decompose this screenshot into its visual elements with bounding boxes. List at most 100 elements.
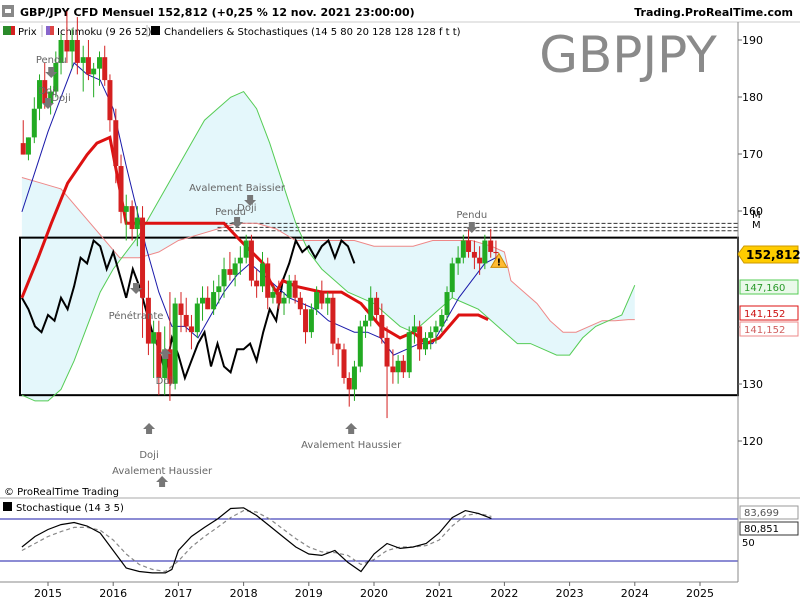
legend-label-prix: Prix bbox=[18, 27, 37, 38]
candle bbox=[102, 45, 108, 86]
candle-body bbox=[292, 280, 298, 298]
candle-body bbox=[444, 292, 450, 315]
candle-body bbox=[107, 80, 113, 121]
candle bbox=[423, 332, 429, 356]
stochastic-panel bbox=[0, 507, 738, 574]
candle-body bbox=[205, 297, 211, 310]
pattern-label: Pénétrante bbox=[109, 310, 164, 322]
candle bbox=[308, 303, 314, 338]
header-menu-icon[interactable] bbox=[2, 5, 14, 17]
candle-body bbox=[85, 57, 91, 75]
time-tick-label: 2020 bbox=[360, 587, 388, 600]
legend-label-chandeliers: Chandeliers & Stochastiques (14 5 80 20 … bbox=[164, 27, 461, 38]
svg-text:152,812: 152,812 bbox=[746, 248, 800, 262]
pattern-label: Pendu bbox=[456, 210, 487, 221]
pattern-annotation: Doji bbox=[237, 203, 256, 214]
stoch-d-line bbox=[21, 509, 492, 573]
candle-body bbox=[80, 57, 86, 63]
candle bbox=[444, 286, 450, 321]
candle bbox=[346, 372, 352, 407]
copyright: © ProRealTime Trading bbox=[4, 487, 119, 498]
candle bbox=[194, 297, 200, 338]
candle bbox=[151, 320, 157, 378]
candle-body bbox=[330, 297, 336, 344]
candle bbox=[449, 257, 455, 298]
legend-item-prix[interactable]: Prix bbox=[3, 26, 37, 38]
pattern-annotation: Pendu bbox=[215, 207, 246, 228]
warning-icon: ! bbox=[490, 252, 508, 268]
candle-body bbox=[400, 360, 406, 373]
candle bbox=[466, 229, 472, 258]
candle bbox=[243, 234, 249, 264]
span-b-line bbox=[21, 177, 635, 333]
candle bbox=[134, 206, 140, 247]
candle-body bbox=[417, 326, 423, 350]
candle bbox=[351, 360, 357, 401]
candle-body bbox=[390, 366, 396, 373]
price-tick: 170 bbox=[742, 148, 763, 161]
arrow-down-icon bbox=[130, 283, 143, 294]
arrow-down-icon bbox=[42, 98, 54, 109]
candle-body bbox=[346, 377, 352, 390]
candle-body bbox=[167, 349, 173, 384]
candle-body bbox=[341, 349, 347, 378]
candle bbox=[319, 280, 325, 310]
candle bbox=[227, 251, 233, 281]
candle-body bbox=[25, 137, 31, 155]
arrow-down-icon bbox=[465, 222, 478, 233]
candle-body bbox=[118, 166, 124, 212]
candle bbox=[265, 257, 271, 310]
candle bbox=[37, 74, 43, 121]
candle-body bbox=[351, 366, 357, 390]
warning-mark: ! bbox=[497, 257, 502, 268]
candle-body bbox=[466, 240, 472, 252]
candle bbox=[221, 257, 227, 298]
candle-body bbox=[216, 286, 222, 293]
legend-item-ichimoku[interactable]: Ichimoku (9 26 52) bbox=[46, 26, 151, 38]
candle bbox=[281, 292, 287, 315]
candle-body bbox=[129, 206, 135, 230]
legend-item-chandeliers[interactable]: Chandeliers & Stochastiques (14 5 80 20 … bbox=[151, 26, 461, 38]
current-price-badge: 152,812 bbox=[737, 245, 800, 264]
candle bbox=[460, 234, 466, 264]
candle bbox=[42, 62, 48, 109]
candle bbox=[248, 234, 254, 287]
candle-body bbox=[428, 332, 434, 338]
candle bbox=[129, 200, 135, 241]
time-tick-label: 2016 bbox=[99, 587, 127, 600]
price-tick: 120 bbox=[742, 435, 763, 448]
cloud-fill bbox=[21, 91, 635, 401]
candle-body bbox=[248, 240, 254, 281]
candle bbox=[368, 286, 374, 327]
candle-body bbox=[411, 326, 417, 333]
time-axis[interactable]: 2015 2016 2017 2018 2019 2020 2021 2022 2023 2024… bbox=[34, 582, 714, 600]
candle-body bbox=[254, 280, 260, 287]
arrow-down-icon bbox=[45, 67, 58, 78]
pattern-annotation: Pendu bbox=[36, 55, 67, 78]
candle bbox=[384, 326, 390, 419]
candle-body bbox=[134, 217, 140, 230]
candle bbox=[216, 274, 222, 304]
svg-text:141,152: 141,152 bbox=[744, 309, 785, 320]
stochastic-legend[interactable]: Stochastique (14 3 5) bbox=[3, 502, 124, 514]
indicator-lines bbox=[20, 62, 636, 402]
header-bar bbox=[0, 0, 800, 22]
price-axis[interactable]: 190 180 170 160 140 130 120 bbox=[738, 34, 763, 448]
candle bbox=[123, 194, 129, 241]
candle-body bbox=[194, 303, 200, 333]
candle bbox=[107, 74, 113, 132]
candle-body bbox=[58, 40, 64, 63]
candle bbox=[379, 303, 385, 344]
pattern-label: Pendu bbox=[215, 207, 246, 218]
candle-body bbox=[374, 297, 380, 315]
time-tick-label: 2018 bbox=[230, 587, 258, 600]
candle bbox=[400, 355, 406, 378]
candle bbox=[428, 326, 434, 350]
candle bbox=[341, 343, 347, 384]
candle-body bbox=[319, 292, 325, 304]
candle-body bbox=[384, 337, 390, 367]
span-a-line bbox=[21, 90, 636, 402]
candle bbox=[482, 234, 488, 270]
candle-body bbox=[325, 297, 331, 304]
candle-body bbox=[265, 263, 271, 298]
